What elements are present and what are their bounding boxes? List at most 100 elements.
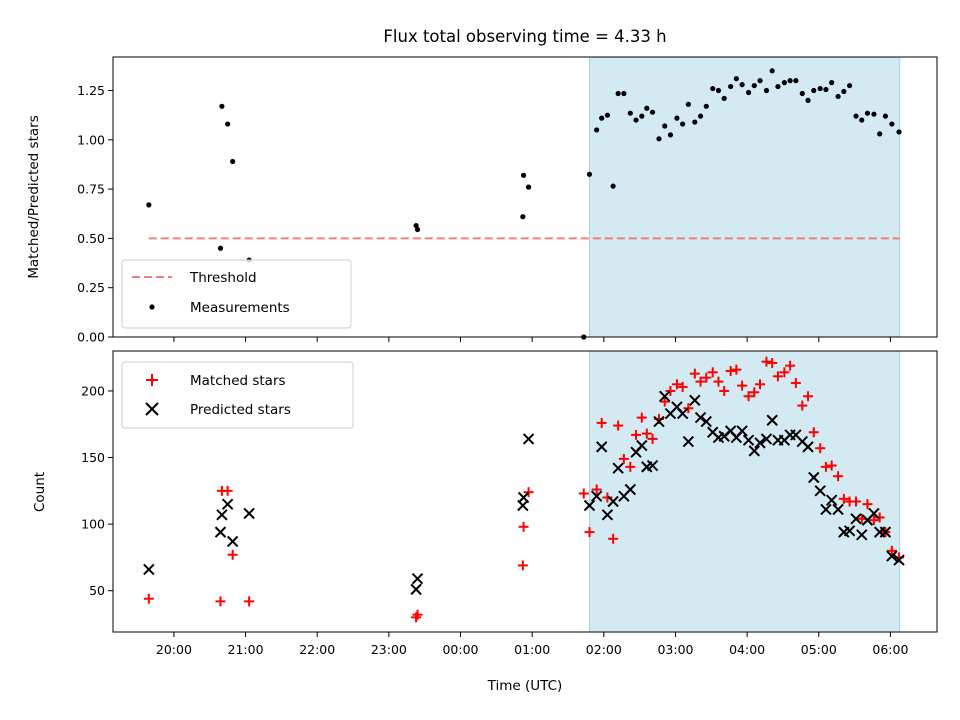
measurement-point: [680, 121, 686, 127]
matched-star-point: [517, 560, 528, 571]
matched-star-point: [591, 484, 602, 495]
matched-star-point: [683, 403, 694, 414]
predicted-star-point: [736, 425, 748, 437]
matched-star-point: [851, 496, 862, 507]
measurement-point: [525, 184, 532, 190]
predicted-star-point: [814, 485, 826, 497]
predicted-star-point: [808, 471, 820, 484]
matched-star-point: [523, 487, 534, 498]
predicted-star-point: [754, 437, 766, 449]
measurement-point: [656, 136, 662, 142]
x-tick-label: 22:00: [299, 642, 335, 657]
matched-star-point: [659, 396, 670, 407]
measurement-point: [841, 88, 847, 95]
top-y-tick-label: 0.25: [77, 280, 105, 295]
matched-star-point: [826, 460, 837, 471]
x-tick-label: 03:00: [657, 642, 693, 657]
matched-star-point: [222, 485, 233, 496]
matched-star-point: [743, 391, 754, 402]
measurement-point: [225, 121, 231, 127]
predicted-star-point: [825, 494, 838, 506]
legend-threshold-label: Threshold: [189, 270, 257, 286]
matched-stars-series: [143, 356, 905, 623]
x-tick-label: 06:00: [872, 642, 908, 657]
top-panel: Flux total observing time = 4.33 h 0.000…: [26, 27, 938, 345]
matched-star-point: [244, 596, 255, 607]
measurement-point: [644, 105, 650, 111]
matched-star-point: [785, 360, 796, 371]
matched-star-point: [227, 549, 238, 560]
matched-star-point: [820, 461, 831, 472]
measurement-point: [757, 78, 763, 84]
measurement-point: [217, 245, 224, 251]
measurement-point: [871, 111, 877, 117]
measurement-point: [627, 110, 633, 116]
matched-star-point: [725, 365, 736, 376]
matched-star-point: [578, 488, 589, 499]
predicted-star-point: [694, 411, 707, 424]
matched-star-point: [701, 372, 712, 383]
matched-star-point: [596, 417, 607, 428]
measurement-point: [604, 112, 611, 118]
measurement-point: [674, 115, 680, 121]
x-tick-label: 23:00: [371, 642, 407, 657]
measurement-point: [896, 129, 902, 135]
measurement-point: [685, 101, 691, 107]
predicted-star-point: [760, 433, 773, 445]
legend-matched-swatch: [146, 374, 158, 386]
predicted-star-point: [832, 503, 844, 516]
bottom-y-tick-label: 50: [89, 583, 105, 598]
bottom-y-tick-label: 150: [81, 450, 105, 465]
predicted-star-point: [214, 526, 227, 538]
matched-star-point: [803, 391, 814, 402]
matched-star-point: [808, 427, 819, 438]
matched-star-point: [833, 471, 844, 482]
measurement-point: [811, 87, 817, 94]
predicted-star-point: [411, 573, 424, 585]
top-y-ticks: 0.00 0.25 0.50 0.75 1.00 1.25: [77, 83, 113, 345]
matched-star-point: [602, 492, 613, 503]
top-x-tick-marks: [173, 337, 891, 342]
measurement-point: [520, 172, 527, 178]
predicted-star-point: [766, 414, 778, 426]
bottom-axes-frame: [112, 350, 938, 633]
measurement-point: [889, 121, 895, 127]
measurement-point: [219, 103, 225, 109]
measurement-point: [769, 68, 775, 74]
matched-star-point: [677, 381, 688, 392]
x-tick-label: 04:00: [729, 642, 765, 657]
top-shaded-span: [588, 56, 901, 338]
predicted-star-point: [612, 462, 624, 474]
predicted-star-point: [636, 439, 648, 452]
predicted-star-point: [886, 550, 898, 562]
predicted-star-point: [748, 445, 760, 457]
predicted-star-point: [856, 529, 868, 541]
predicted-star-point: [517, 491, 530, 504]
predicted-star-point: [653, 415, 665, 428]
measurements-series: [146, 68, 902, 340]
measurement-point: [835, 93, 841, 100]
measurement-point: [413, 222, 419, 229]
measurement-point: [805, 97, 811, 103]
measurement-point: [877, 131, 883, 137]
measurement-point: [775, 83, 781, 90]
top-axes-frame: [112, 56, 938, 338]
bottom-x-ticks: 20:00 21:00 22:00 23:00 00:00 01:00 02:00 03:00…: [156, 632, 908, 657]
predicted-star-point: [243, 507, 255, 520]
predicted-star-point: [700, 415, 712, 428]
matched-star-point: [636, 412, 647, 423]
x-axis-label: Time (UTC): [487, 678, 563, 694]
measurement-point: [615, 90, 621, 97]
measurement-point: [594, 127, 600, 133]
matched-star-point: [412, 609, 423, 620]
matched-star-point: [608, 533, 619, 544]
matched-star-point: [749, 387, 760, 398]
matched-star-point: [625, 461, 636, 472]
measurement-point: [739, 82, 745, 88]
measurement-point: [146, 202, 152, 208]
legend-measurements-swatch: [149, 304, 155, 310]
matched-star-point: [797, 400, 808, 411]
predicted-star-point: [583, 499, 596, 512]
predicted-stars-series: [143, 390, 905, 596]
measurement-point: [662, 123, 668, 129]
